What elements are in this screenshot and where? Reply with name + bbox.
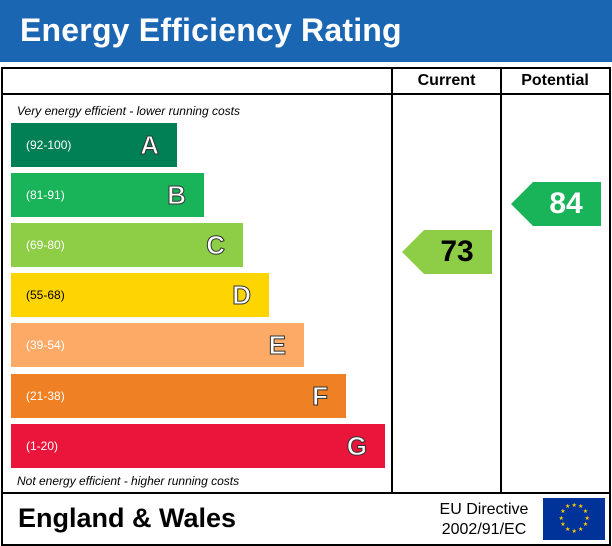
- potential-rating-arrow: 84: [511, 182, 601, 226]
- band-letter: A: [140, 130, 160, 161]
- potential-column-header: Potential: [521, 72, 589, 89]
- band-range: (92-100): [26, 138, 72, 152]
- header-bar: Energy Efficiency Rating: [0, 0, 612, 62]
- flag-star-icon: ★: [584, 515, 590, 522]
- flag-star-icon: ★: [571, 502, 577, 509]
- footer-divider: [1, 492, 611, 494]
- flag-star-icon: ★: [582, 522, 589, 528]
- eu-flag-icon: ★ ★ ★ ★ ★ ★ ★ ★ ★ ★ ★ ★: [543, 498, 605, 540]
- flag-star-icon: ★: [565, 504, 571, 511]
- band-range: (39-54): [26, 338, 65, 352]
- band-b: (81-91) B: [11, 173, 204, 217]
- flag-star-icon: ★: [578, 526, 584, 533]
- flag-star-icon: ★: [571, 528, 577, 535]
- bottom-note: Not energy efficient - higher running co…: [17, 474, 240, 488]
- flag-star-icon: ★: [565, 526, 571, 533]
- flag-star-icon: ★: [560, 522, 566, 528]
- top-note: Very energy efficient - lower running co…: [17, 104, 240, 118]
- band-letter: G: [346, 431, 367, 462]
- band-letter: D: [232, 280, 252, 311]
- band-letter: C: [206, 230, 226, 261]
- page-title: Energy Efficiency Rating: [20, 12, 402, 48]
- current-rating-value: 73: [440, 235, 474, 268]
- band-range: (21-38): [26, 389, 65, 403]
- current-rating-arrow: 73: [402, 230, 492, 274]
- band-range: (81-91): [26, 188, 65, 202]
- current-column-header: Current: [417, 72, 476, 89]
- band-a: (92-100) A: [11, 123, 177, 167]
- divider-potential: [500, 67, 502, 494]
- flag-star-icon: ★: [560, 509, 566, 515]
- flag-star-icon: ★: [558, 515, 564, 522]
- potential-rating-value: 84: [549, 187, 583, 220]
- band-letter: B: [167, 180, 187, 211]
- band-d: (55-68) D: [11, 273, 269, 317]
- band-letter: F: [312, 381, 329, 412]
- band-c: (69-80) C: [11, 223, 243, 267]
- band-range: (69-80): [26, 238, 65, 252]
- eu-directive: EU Directive 2002/91/EC: [428, 500, 540, 540]
- band-letter: E: [268, 330, 286, 361]
- flag-star-icon: ★: [578, 504, 584, 511]
- band-range: (1-20): [26, 439, 59, 453]
- band-e: (39-54) E: [11, 323, 304, 367]
- band-f: (21-38) F: [11, 374, 346, 418]
- eu-directive-line1: EU Directive: [439, 501, 529, 518]
- region-label: England & Wales: [18, 503, 237, 533]
- header-divider: [1, 93, 611, 95]
- band-range: (55-68): [26, 288, 65, 302]
- band-g: (1-20) G: [11, 424, 385, 468]
- eu-directive-line2: 2002/91/EC: [441, 521, 527, 538]
- divider-current: [391, 67, 393, 494]
- flag-star-icon: ★: [582, 509, 589, 515]
